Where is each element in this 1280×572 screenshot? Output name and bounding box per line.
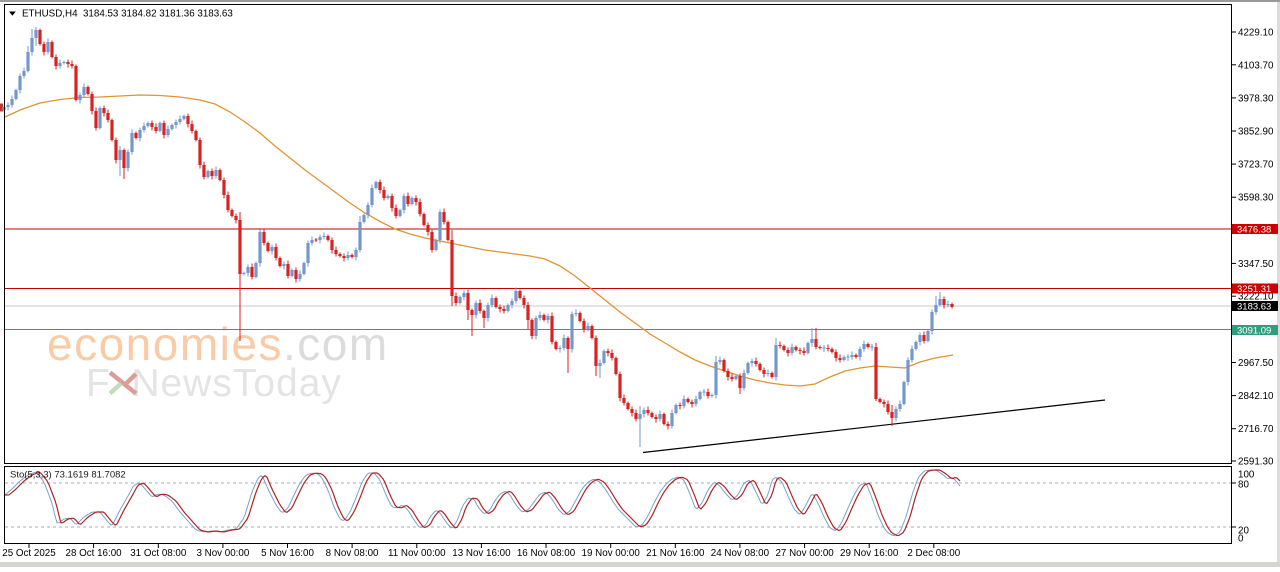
svg-text:2591.30: 2591.30 — [1238, 457, 1274, 468]
svg-text:4229.10: 4229.10 — [1238, 28, 1274, 39]
svg-text:3251.31: 3251.31 — [1237, 284, 1271, 295]
svg-text:3723.70: 3723.70 — [1238, 160, 1274, 171]
svg-text:3183.63: 3183.63 — [1237, 302, 1271, 313]
svg-text:27 Nov 00:00: 27 Nov 00:00 — [775, 548, 834, 559]
svg-text:21 Nov 16:00: 21 Nov 16:00 — [646, 548, 705, 559]
svg-text:31 Oct 08:00: 31 Oct 08:00 — [130, 548, 187, 559]
svg-text:16 Nov 08:00: 16 Nov 08:00 — [517, 548, 576, 559]
svg-text:8 Nov 08:00: 8 Nov 08:00 — [326, 548, 379, 559]
svg-text:ETHUSD,H4 3184.53 3184.82 318: ETHUSD,H4 3184.53 3184.82 3181.36 3183.6… — [22, 9, 233, 20]
svg-text:20: 20 — [1238, 526, 1249, 537]
svg-text:3852.90: 3852.90 — [1238, 127, 1274, 138]
svg-text:0: 0 — [1238, 534, 1244, 545]
svg-text:2 Dec 08:00: 2 Dec 08:00 — [907, 548, 960, 559]
svg-text:100: 100 — [1238, 470, 1255, 481]
svg-text:3347.50: 3347.50 — [1238, 259, 1274, 270]
svg-text:2842.10: 2842.10 — [1238, 391, 1274, 402]
svg-text:19 Nov 00:00: 19 Nov 00:00 — [582, 548, 641, 559]
svg-text:3978.30: 3978.30 — [1238, 93, 1274, 104]
svg-text:3091.09: 3091.09 — [1237, 326, 1271, 337]
svg-text:4103.70: 4103.70 — [1238, 60, 1274, 71]
svg-text:80: 80 — [1238, 480, 1249, 491]
svg-text:13 Nov 16:00: 13 Nov 16:00 — [452, 548, 511, 559]
svg-text:11 Nov 00:00: 11 Nov 00:00 — [388, 548, 446, 559]
svg-text:3476.38: 3476.38 — [1237, 225, 1271, 236]
svg-text:2716.70: 2716.70 — [1238, 424, 1274, 435]
svg-text:3 Nov 00:00: 3 Nov 00:00 — [196, 548, 249, 559]
svg-text:5 Nov 16:00: 5 Nov 16:00 — [261, 548, 314, 559]
svg-text:24 Nov 08:00: 24 Nov 08:00 — [711, 548, 770, 559]
svg-text:28 Oct 16:00: 28 Oct 16:00 — [66, 548, 123, 559]
svg-text:Sto(5,3,3) 73.1619 81.7082: Sto(5,3,3) 73.1619 81.7082 — [10, 470, 126, 481]
svg-text:25 Oct 2025: 25 Oct 2025 — [2, 548, 56, 559]
svg-text:3598.30: 3598.30 — [1238, 193, 1274, 204]
svg-text:3222.10: 3222.10 — [1238, 292, 1274, 303]
svg-text:economies.com: economies.com — [47, 318, 389, 370]
svg-text:29 Nov 16:00: 29 Nov 16:00 — [840, 548, 899, 559]
svg-text:2967.50: 2967.50 — [1238, 358, 1274, 369]
